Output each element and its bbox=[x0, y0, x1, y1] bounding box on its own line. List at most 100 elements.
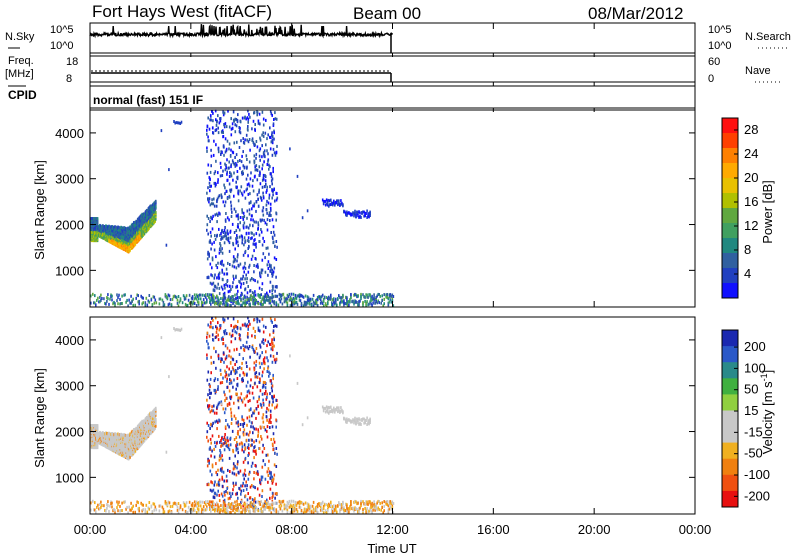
velocity-cell bbox=[217, 354, 220, 358]
power-cell bbox=[246, 158, 248, 161]
velocity-cell bbox=[254, 450, 256, 454]
power-cell bbox=[271, 271, 273, 275]
power-cell bbox=[216, 212, 218, 216]
velocity-cell bbox=[230, 411, 233, 415]
velocity-cell bbox=[252, 326, 255, 330]
power-cell bbox=[252, 204, 254, 208]
power-cell bbox=[237, 215, 240, 219]
velocity-cell bbox=[252, 431, 254, 435]
velocity-cell bbox=[102, 443, 104, 447]
velocity-cell bbox=[256, 352, 259, 356]
power-cell bbox=[212, 202, 215, 206]
power-cell bbox=[239, 189, 241, 193]
velocity-cell bbox=[329, 410, 331, 414]
power-cell bbox=[261, 288, 263, 291]
power-cell bbox=[167, 303, 170, 307]
power-cell bbox=[219, 304, 221, 308]
power-cell bbox=[308, 302, 311, 306]
power-cell bbox=[220, 232, 222, 236]
velocity-cell bbox=[206, 356, 208, 360]
velocity-cell bbox=[112, 509, 114, 513]
power-cell bbox=[229, 284, 231, 288]
velocity-cell bbox=[100, 505, 102, 509]
power-cell bbox=[249, 201, 252, 205]
power-cell bbox=[223, 298, 225, 302]
power-cell bbox=[271, 296, 274, 300]
power-cell bbox=[253, 161, 256, 165]
velocity-cell bbox=[230, 372, 232, 376]
power-cell bbox=[255, 200, 258, 204]
velocity-cell bbox=[180, 327, 183, 331]
velocity-cell bbox=[248, 319, 250, 323]
velocity-cell bbox=[254, 335, 256, 339]
velocity-cell bbox=[219, 381, 222, 385]
power-cell bbox=[253, 249, 255, 253]
power-cell bbox=[300, 303, 303, 307]
power-cell bbox=[282, 292, 285, 296]
power-cell bbox=[252, 189, 255, 193]
velocity-cell bbox=[247, 446, 249, 450]
power-cell bbox=[244, 239, 247, 243]
velocity-cell bbox=[266, 435, 269, 439]
velocity-cell bbox=[262, 341, 265, 345]
velocity-cell bbox=[357, 418, 359, 422]
velocity-cell bbox=[266, 344, 268, 348]
velocity-cell bbox=[233, 472, 236, 476]
power-cell bbox=[383, 293, 385, 297]
velocity-cell bbox=[146, 426, 149, 429]
power-cell bbox=[375, 296, 377, 299]
velocity-cell bbox=[260, 478, 263, 482]
power-cell bbox=[220, 165, 222, 169]
power-cell bbox=[126, 298, 128, 302]
power-cell bbox=[215, 263, 217, 267]
velocity-cell bbox=[239, 327, 242, 331]
power-cell bbox=[235, 297, 237, 301]
velocity-cell bbox=[250, 425, 252, 429]
velocity-cell bbox=[251, 438, 253, 442]
velocity-cell bbox=[270, 473, 272, 477]
velocity-cell bbox=[246, 365, 248, 368]
power-cell bbox=[266, 149, 268, 153]
velocity-cell bbox=[251, 498, 254, 502]
velocity-cell bbox=[222, 342, 224, 346]
power-cell bbox=[218, 194, 221, 198]
power-cell bbox=[316, 298, 319, 302]
velocity-cell bbox=[224, 369, 226, 373]
velocity-cell bbox=[259, 365, 261, 369]
velocity-cell bbox=[247, 347, 250, 351]
power-cell bbox=[261, 163, 264, 167]
power-cell bbox=[216, 286, 218, 290]
power-cell bbox=[271, 139, 274, 143]
velocity-cell bbox=[239, 396, 241, 400]
velocity-cell bbox=[217, 489, 219, 493]
power-cell bbox=[124, 293, 126, 297]
velocity-cell bbox=[225, 479, 228, 483]
velocity-cell bbox=[93, 508, 95, 512]
power-cell bbox=[276, 196, 279, 200]
power-cell bbox=[362, 210, 364, 214]
velocity-cell bbox=[273, 358, 276, 362]
velocity-cell bbox=[248, 408, 251, 412]
power-cell bbox=[271, 268, 273, 272]
power-cell bbox=[264, 295, 267, 298]
velocity-cell bbox=[269, 487, 272, 491]
velocity-cell bbox=[214, 391, 217, 395]
velocity-cell bbox=[261, 317, 264, 321]
power-cell bbox=[223, 291, 226, 295]
power-cell bbox=[328, 297, 330, 301]
velocity-cell bbox=[214, 420, 216, 424]
power-cell bbox=[252, 302, 254, 306]
velocity-cell bbox=[243, 422, 246, 425]
power-cell bbox=[212, 281, 215, 285]
velocity-cell bbox=[223, 442, 225, 446]
power-cell bbox=[224, 168, 227, 172]
velocity-cell bbox=[265, 350, 267, 354]
velocity-cell bbox=[105, 435, 107, 439]
power-cell bbox=[248, 263, 251, 267]
power-cell bbox=[248, 182, 250, 186]
power-cell bbox=[217, 296, 219, 300]
power-cell bbox=[332, 298, 334, 302]
power-cell bbox=[248, 138, 251, 141]
power-cell bbox=[206, 300, 208, 304]
velocity-cell bbox=[246, 432, 248, 436]
